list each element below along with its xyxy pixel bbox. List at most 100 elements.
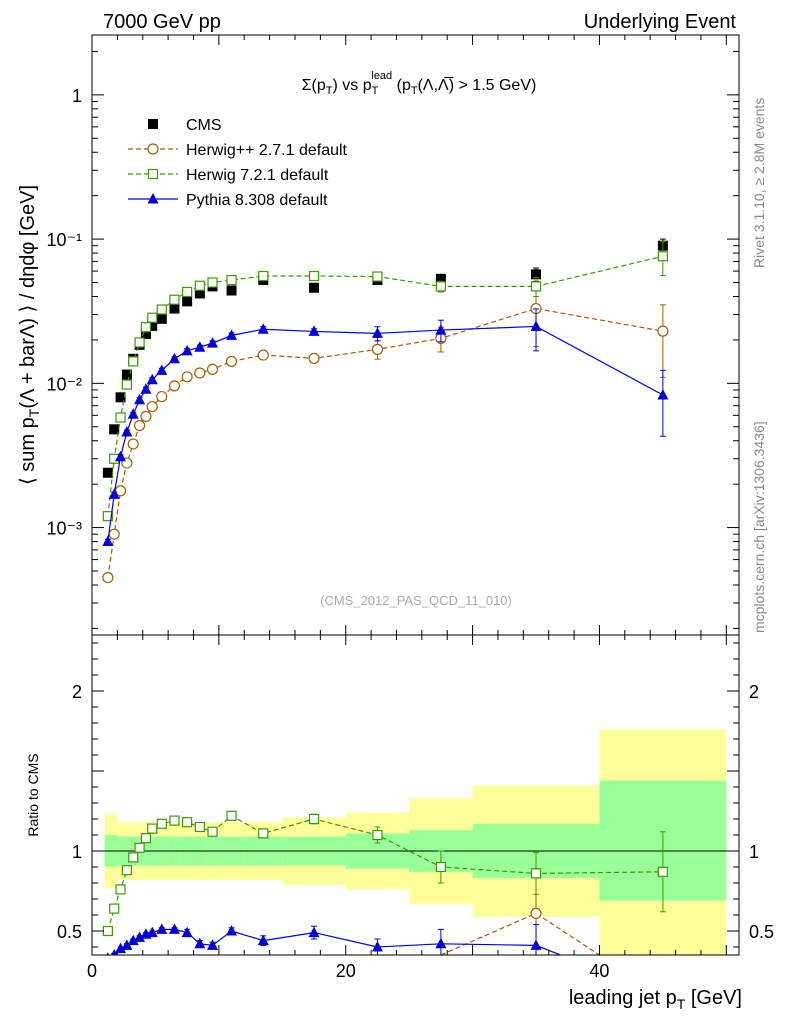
main-pythia-8-308-default-point [257, 323, 269, 334]
main-herwig-2-7-1-default-point [102, 572, 114, 584]
ratio-pythia-8-308-default-point [127, 934, 139, 946]
main-y-tick-label: 10⁻² [46, 374, 82, 394]
ratio-pythia-8-308-default-point [181, 926, 193, 938]
ratio-y-tick-label: 0.5 [57, 922, 82, 942]
main-pythia-8-308-default-point [435, 324, 447, 335]
legend-herwig-2-7-1-default-label: Herwig++ 2.7.1 default [186, 142, 348, 159]
main-herwig-7-2-1-default-point [156, 304, 167, 315]
main-cms-point [182, 296, 193, 307]
ratio-herwig-2-7-1-default-line [440, 912, 600, 955]
ratio-herwig-7-2-1-default-point [207, 826, 218, 837]
main-herwig-7-2-1-default-point [207, 277, 218, 288]
ratio-y-tick-label-right: 2 [749, 682, 759, 702]
main-y-axis-label: ⟨ sum pT(Λ + barΛ) ⟩ / dηdφ [GeV] [17, 185, 42, 485]
ratio-pythia-8-308-default-point [308, 926, 320, 938]
main-herwig-2-7-1-default-point [371, 343, 384, 355]
main-herwig-7-2-1-default-point [121, 379, 132, 390]
main-herwig-7-2-1-default-point [169, 294, 180, 305]
x-tick-label: 20 [336, 961, 356, 981]
main-pythia-8-308-default-point [108, 488, 120, 499]
main-herwig-7-2-1-default-point [308, 270, 320, 282]
ratio-series-layer [102, 810, 668, 955]
main-herwig-2-7-1-default-point [657, 325, 669, 337]
ratio-herwig-7-2-1-default-point [102, 925, 113, 937]
ratio-pythia-8-308-default-point [106, 952, 110, 955]
legend-cms-label: CMS [186, 117, 222, 134]
ratio-herwig-7-2-1-default-point [435, 861, 446, 873]
main-herwig-2-7-1-default-point [194, 367, 206, 379]
ratio-pythia-8-308-default-point [530, 939, 542, 950]
ratio-pythia-8-308-default-point [226, 925, 238, 936]
ratio-herwig-7-2-1-default-point [147, 823, 158, 834]
main-herwig-2-7-1-default-line [107, 307, 663, 578]
main-herwig-2-7-1-default-point [257, 349, 269, 361]
ratio-y-tick-label-right: 0.5 [749, 922, 774, 942]
main-cms-point [226, 285, 237, 296]
main-herwig-7-2-1-default-point [128, 356, 139, 367]
ratio-herwig-2-7-1-default-point [530, 907, 542, 920]
main-herwig-2-7-1-default-point [206, 363, 219, 375]
ratio-pythia-8-308-default-line [112, 928, 563, 955]
main-herwig-7-2-1-default-point [372, 271, 383, 282]
plot-title: Σ(pT) vs pTlead (pT(Λ,Λ̅) > 1.5 GeV) [302, 70, 537, 97]
main-herwig-2-7-1-default-point [225, 355, 238, 367]
ratio-plot-frame [91, 634, 740, 956]
main-pythia-8-308-default-point [127, 408, 139, 419]
main-herwig-7-2-1-default-point [134, 337, 145, 348]
main-pythia-8-308-default-point [226, 329, 238, 340]
x-tick-label: 0 [87, 961, 97, 981]
ratio-pythia-8-308-default-point [168, 923, 180, 934]
axes-layer: 0 20 40 10⁻³ 10⁻² 10⁻¹ 1 0.5 0.5 1 1 2 2 [46, 34, 774, 981]
main-pythia-8-308-default-point [115, 450, 127, 462]
main-y-tick-label: 10⁻³ [46, 519, 82, 539]
main-pythia-8-308-default-point [156, 364, 168, 375]
main-herwig-7-2-1-default-point [530, 281, 542, 292]
main-cms-point [169, 303, 180, 314]
main-pythia-8-308-default-point [181, 344, 193, 356]
ratio-pythia-8-308-default-point [134, 931, 146, 942]
main-herwig-7-2-1-default-point [435, 281, 446, 292]
legend-pythia-8-308-default-label: Pythia 8.308 default [186, 192, 328, 209]
ratio-uncertainty-bands [104, 729, 727, 955]
legend-cms-marker [148, 119, 158, 129]
ratio-herwig-7-2-1-default-point [258, 828, 269, 839]
ratio-pythia-8-308-default-point [194, 937, 206, 949]
ratio-y-tick-label: 1 [72, 842, 82, 862]
ratio-herwig-7-2-1-default-point [530, 868, 542, 879]
main-cms-point [121, 369, 132, 380]
main-pythia-8-308-default-point [121, 425, 133, 437]
header-left-label: 7000 GeV pp [103, 11, 221, 33]
main-y-tick-label: 1 [72, 86, 82, 106]
main-pythia-8-308-default-point [207, 337, 219, 348]
ratio-herwig-7-2-1-default-point [169, 815, 180, 826]
main-cms-point [147, 320, 158, 331]
ratio-herwig-7-2-1-default-point [140, 833, 152, 844]
main-herwig-2-7-1-default-point [156, 390, 168, 403]
ratio-pythia-8-308-default-point [257, 934, 269, 946]
main-cms-point [435, 273, 446, 284]
ratio-herwig-7-2-1-default-point [226, 810, 237, 821]
main-herwig-2-7-1-default-point [181, 371, 193, 383]
main-herwig-2-7-1-default-point [127, 438, 139, 450]
main-herwig-7-2-1-default-point [182, 286, 193, 298]
header-right-label: Underlying Event [584, 11, 737, 33]
main-herwig-2-7-1-default-point [168, 380, 181, 392]
ratio-pythia-8-308-default-point [156, 923, 168, 934]
main-herwig-2-7-1-default-point [114, 485, 127, 497]
main-cms-point [115, 392, 126, 403]
rivet-version-label: Rivet 3.1.10, ≥ 2.8M events [751, 98, 767, 268]
ratio-herwig-7-2-1-default-point [109, 903, 120, 914]
ratio-pythia-8-308-default-point [111, 949, 118, 955]
ratio-pythia-8-308-default-point [207, 939, 219, 950]
main-cms-point [194, 288, 205, 299]
main-cms-point [109, 424, 120, 435]
ratio-herwig-7-2-1-default-point [134, 842, 145, 853]
main-cms-point [102, 467, 113, 478]
analysis-watermark: (CMS_2012_PAS_QCD_11_010) [320, 593, 512, 608]
ratio-pythia-8-308-default-point [435, 937, 447, 949]
legend-herwig-2-7-1-default-marker [147, 143, 159, 155]
main-pythia-8-308-default-line [107, 325, 664, 542]
main-cms-point [309, 282, 320, 293]
ratio-herwig-7-2-1-default-point [657, 866, 668, 877]
